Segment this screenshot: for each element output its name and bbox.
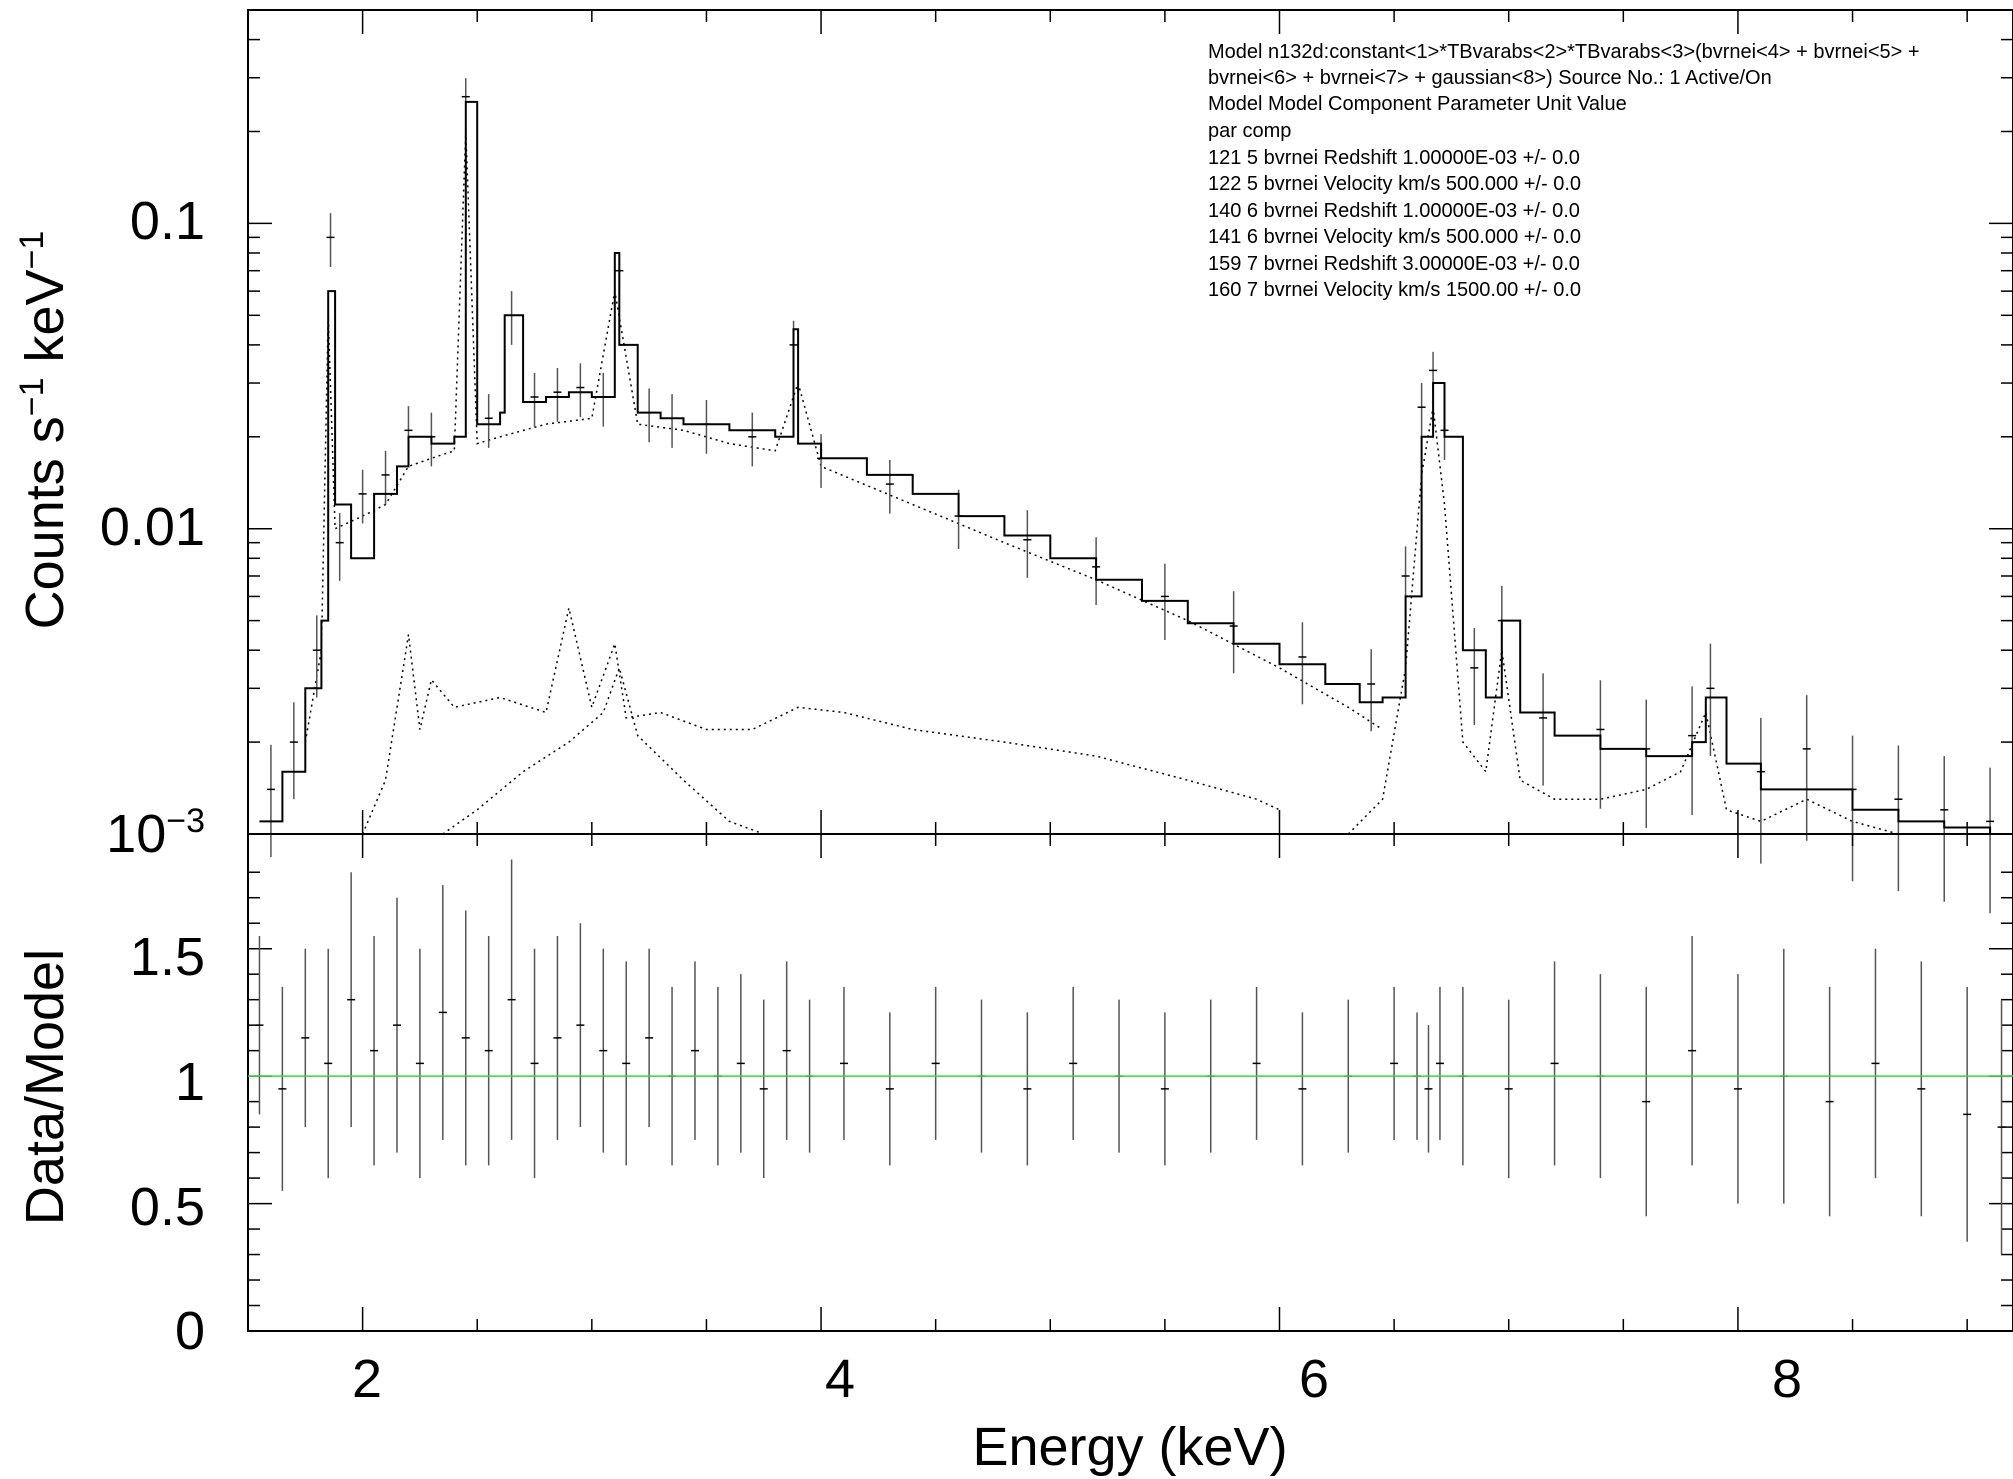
spectrum-axis-ticks bbox=[248, 9, 2013, 835]
ytick-label: 0 bbox=[175, 1301, 205, 1361]
x-axis-title: Energy (keV) bbox=[972, 1417, 1287, 1477]
model-total-curve bbox=[259, 100, 1992, 834]
ytick-label-exponent: −3 bbox=[166, 802, 205, 840]
ytick-label: 0.5 bbox=[130, 1177, 205, 1237]
info-line: par comp bbox=[1208, 120, 1291, 142]
xtick-label: 4 bbox=[825, 1349, 855, 1409]
ylabel-exp1: −1 bbox=[13, 377, 51, 416]
ylabel-exp2: −1 bbox=[13, 231, 51, 270]
info-line: 121 5 bvrnei Redshift 1.00000E-03 +/- 0.… bbox=[1208, 147, 1580, 169]
xtick-label: 6 bbox=[1299, 1349, 1329, 1409]
info-line: 160 7 bvrnei Velocity km/s 1500.00 +/- 0… bbox=[1208, 279, 1581, 301]
ratio-ytick-labels: 1.5 1 0.5 0 bbox=[130, 927, 205, 1361]
xtick-labels: 2 4 6 8 bbox=[352, 1349, 1802, 1409]
ylabel-counts: Counts s bbox=[15, 416, 75, 629]
ylabel-kev: keV bbox=[15, 269, 75, 377]
xtick-label: 8 bbox=[1772, 1349, 1802, 1409]
ytick-label-base: 10 bbox=[106, 804, 166, 864]
ytick-label: 1 bbox=[175, 1052, 205, 1112]
model-component-curve bbox=[1347, 407, 1991, 835]
spectrum-ylabel: Counts s−1 keV−1 bbox=[13, 231, 75, 630]
info-line: 122 5 bvrnei Velocity km/s 500.000 +/- 0… bbox=[1208, 173, 1581, 195]
info-line: 141 6 bvrnei Velocity km/s 500.000 +/- 0… bbox=[1208, 226, 1581, 248]
spectrum-plot-frame bbox=[247, 9, 2013, 835]
ytick-label: 10−3 bbox=[106, 802, 205, 864]
model-component-curve bbox=[442, 665, 764, 835]
info-line: Model Model Component Parameter Unit Val… bbox=[1208, 93, 1627, 115]
model-info-box: Model n132d:constant<1>*TBvarabs<2>*TBva… bbox=[1208, 41, 1920, 301]
spectrum-panel: 0.1 0.01 10−3 Counts s−1 keV−1 Model n13… bbox=[13, 9, 2013, 914]
info-line: 140 6 bvrnei Redshift 1.00000E-03 +/- 0.… bbox=[1208, 200, 1580, 222]
model-total-line bbox=[259, 100, 1992, 834]
ratio-panel: 1.5 1 0.5 0 Data/Model 2 4 6 8 Energy (k… bbox=[15, 833, 2013, 1477]
ytick-label: 0.01 bbox=[100, 497, 205, 557]
info-line: bvrnei<6> + bvrnei<7> + gaussian<8>) Sou… bbox=[1208, 67, 1772, 89]
spectrum-data-points bbox=[266, 78, 1995, 914]
ratio-data-points bbox=[255, 859, 2006, 1255]
ytick-label: 0.1 bbox=[130, 191, 205, 251]
ratio-ylabel: Data/Model bbox=[15, 949, 75, 1225]
model-component-curve bbox=[361, 607, 1280, 835]
xtick-label: 2 bbox=[352, 1349, 382, 1409]
model-components bbox=[304, 131, 1991, 835]
info-line: Model n132d:constant<1>*TBvarabs<2>*TBva… bbox=[1208, 41, 1920, 63]
model-component-curve bbox=[304, 131, 1384, 743]
info-line: 159 7 bvrnei Redshift 3.00000E-03 +/- 0.… bbox=[1208, 253, 1580, 275]
spectrum-ytick-labels: 0.1 0.01 10−3 bbox=[100, 191, 205, 864]
ytick-label: 1.5 bbox=[130, 927, 205, 987]
ratio-plot-frame bbox=[247, 833, 2013, 1332]
ratio-axis-ticks bbox=[248, 834, 2013, 1332]
